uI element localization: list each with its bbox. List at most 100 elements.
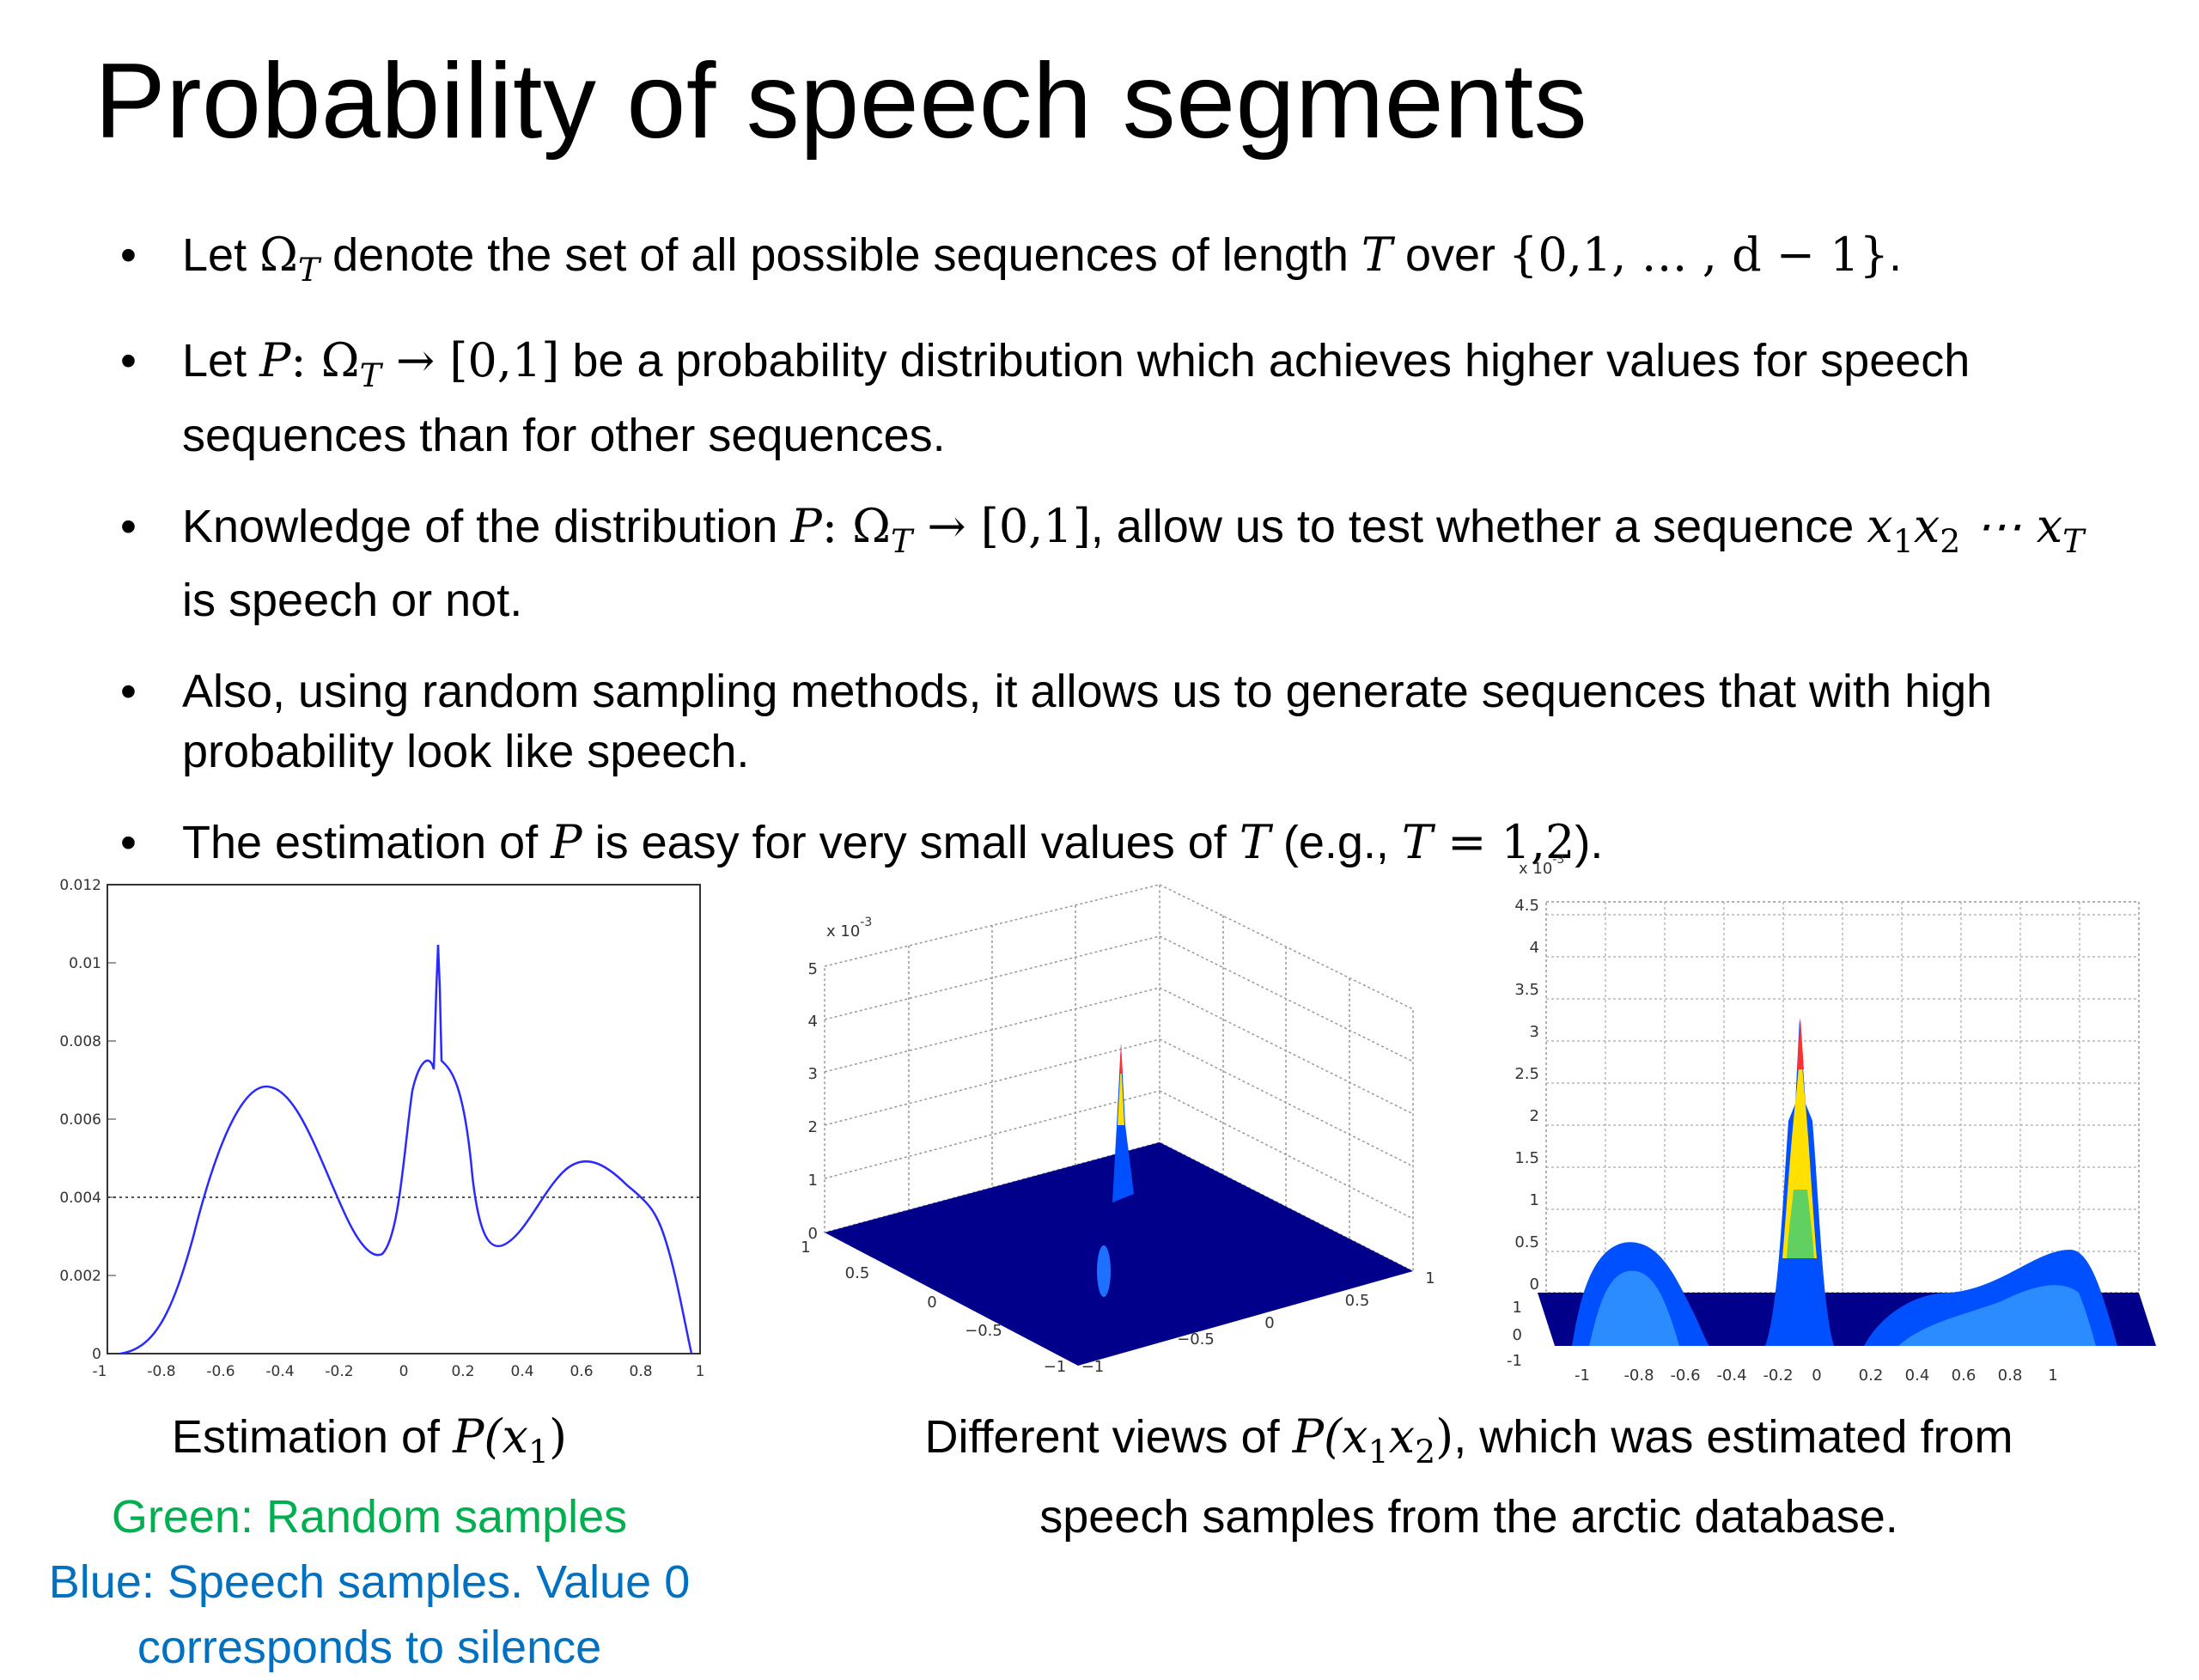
surface-plot-front: x 10-3 0 0.5 1 1.5 2 2.5 3 3.5 4 4.5 1 0… — [1507, 853, 2156, 1385]
peak-shadow — [1097, 1245, 1111, 1297]
math-x: x — [1388, 1409, 1416, 1464]
bullet-5-text-4: ). — [1575, 817, 1604, 869]
center-peak-tip — [1797, 1018, 1804, 1069]
bullet-5: The estimation of P is easy for very sma… — [120, 813, 2113, 873]
center-peak-green — [1787, 1190, 1814, 1258]
math-t: T — [1239, 815, 1270, 870]
ztick-label: 0.5 — [1514, 1233, 1539, 1251]
bullet-3-text: Knowledge of the distribution — [182, 500, 791, 552]
bullet-3: Knowledge of the distribution P: ΩT → [0… — [120, 496, 2113, 631]
ztick-label: 2 — [808, 1118, 818, 1136]
xtick-label: -0.6 — [206, 1363, 235, 1380]
math-omega: : Ω — [290, 332, 360, 387]
ztick-label: 5 — [808, 960, 818, 978]
xtick-label: 0.2 — [451, 1363, 474, 1380]
xtick-label: -0.4 — [265, 1363, 294, 1380]
caption-right-line-1: Different views of P(x1x2), which was es… — [799, 1404, 2139, 1484]
xtick-label: -0.4 — [1716, 1367, 1746, 1385]
xtick-label: 0 — [1812, 1367, 1821, 1385]
ztick-label: 3 — [1530, 1023, 1539, 1041]
subscript-2: 2 — [1415, 1432, 1436, 1470]
grid-lines — [1546, 902, 2139, 1293]
left-axis-ticks: 1 0.5 0 −0.5 −1 — [801, 1239, 1066, 1376]
axis-tick: −0.5 — [1177, 1330, 1215, 1348]
grid-line — [1159, 1038, 1414, 1167]
density-curve — [119, 944, 693, 1355]
xtick-label: 0.8 — [1998, 1367, 2023, 1385]
ytick-label: 0.008 — [59, 1033, 101, 1050]
plot-frame — [107, 884, 701, 1354]
bullet-2-text: Let — [182, 334, 260, 387]
surface-profile — [1572, 1018, 2117, 1346]
math-p: P — [551, 815, 582, 870]
bullet-2: Let P: ΩT → [0,1] be a probability distr… — [120, 331, 2113, 466]
side-tick: -1 — [1507, 1352, 1522, 1370]
math-p: P — [790, 498, 822, 553]
xtick-label: 0.4 — [510, 1363, 533, 1380]
grid-line — [824, 1038, 1160, 1126]
grid-line — [1159, 1090, 1414, 1220]
xtick-label: -0.8 — [1623, 1367, 1654, 1385]
omega-symbol: Ω — [259, 228, 298, 282]
surface-peak — [1097, 1044, 1134, 1297]
caption-left-title: Estimation of P(x1) — [0, 1404, 739, 1484]
math-paren: ) — [1435, 1409, 1454, 1464]
bullet-1-text: Let — [182, 229, 260, 281]
right-lobe-inner — [1898, 1285, 2096, 1346]
left-wall — [824, 884, 1160, 1233]
math-x: (x — [484, 1409, 528, 1464]
bullet-list: Let ΩT denote the set of all possible se… — [120, 225, 2113, 904]
subscript-t: T — [359, 356, 381, 394]
z-ticks: 0 0.5 1 1.5 2 2.5 3 3.5 4 4.5 — [1514, 897, 1539, 1293]
surface-floor — [825, 1142, 1413, 1366]
subscript-t: T — [2062, 521, 2085, 560]
xtick-label: 0.6 — [570, 1363, 593, 1380]
axis-tick: 0 — [1264, 1314, 1274, 1332]
ztick-label: 1 — [1530, 1191, 1539, 1209]
exponent-label: x 10-3 — [1519, 853, 1564, 878]
side-ticks: 1 0 -1 — [1507, 1299, 1522, 1370]
axis-tick: −1 — [1044, 1358, 1067, 1376]
axis-tick: 1 — [1425, 1269, 1435, 1287]
subscript-1: 1 — [527, 1432, 549, 1470]
exponent-sup: -3 — [1552, 853, 1564, 867]
ztick-label: 1 — [808, 1172, 818, 1190]
caption-right: Different views of P(x1x2), which was es… — [799, 1404, 2139, 1549]
math-t: T — [1361, 228, 1392, 282]
density-plot-1d: 0 0.002 0.004 0.006 0.008 0.01 0.012 -1 … — [59, 877, 705, 1380]
bullet-3-text-2: , allow us to test whether a sequence — [1090, 500, 1867, 552]
caption-text: Different views of — [924, 1411, 1293, 1463]
ztick-label: 4.5 — [1514, 897, 1539, 915]
math-x: (x — [1324, 1409, 1368, 1464]
subscript-t: T — [297, 250, 320, 289]
caption-right-line-2: speech samples from the arctic database. — [1039, 1490, 1898, 1543]
math-omega: : Ω — [821, 498, 891, 553]
caption-text-2: , which was estimated from — [1453, 1411, 2013, 1463]
subscript-2: 2 — [1940, 521, 1961, 560]
bullet-1: Let ΩT denote the set of all possible se… — [120, 225, 2113, 300]
grid-line — [824, 1090, 1160, 1179]
math-x: x — [1913, 498, 1940, 553]
xtick-label: -0.2 — [1763, 1367, 1793, 1385]
ztick-label: 3.5 — [1514, 981, 1539, 999]
y-ticks: 0 0.002 0.004 0.006 0.008 0.01 0.012 — [59, 877, 116, 1363]
bullet-5-text-3: (e.g., — [1270, 817, 1402, 869]
ztick-label: 2 — [1530, 1107, 1539, 1125]
caption-blue-line-2: corresponds to silence — [137, 1621, 602, 1673]
surface-plot-oblique: x 10-3 0 1 2 3 4 5 1 0.5 0 −0.5 −1 −1 −0… — [801, 884, 1435, 1376]
bullet-4: Also, using random sampling methods, it … — [120, 661, 2113, 782]
math-eq: = 1,2 — [1432, 815, 1575, 870]
bullet-1-text-2: denote the set of all possible sequences… — [320, 229, 1361, 281]
xtick-label: 1 — [2048, 1367, 2057, 1385]
ztick-label: 0 — [808, 1225, 818, 1243]
x-ticks: -1 -0.8 -0.6 -0.4 -0.2 0 0.2 0.4 0.6 0.8… — [93, 1363, 705, 1380]
z-ticks: 0 1 2 3 4 5 — [808, 960, 818, 1243]
subscript-t: T — [890, 521, 913, 560]
ytick-label: 0.01 — [69, 955, 101, 972]
bullet-4-text: Also, using random sampling methods, it … — [182, 666, 1993, 778]
math-t: T — [1401, 815, 1433, 870]
bullet-5-text-2: is easy for very small values of — [582, 817, 1240, 869]
xtick-label: -1 — [93, 1363, 107, 1380]
xtick-label: -1 — [1575, 1367, 1590, 1385]
peak-core — [1118, 1061, 1124, 1125]
